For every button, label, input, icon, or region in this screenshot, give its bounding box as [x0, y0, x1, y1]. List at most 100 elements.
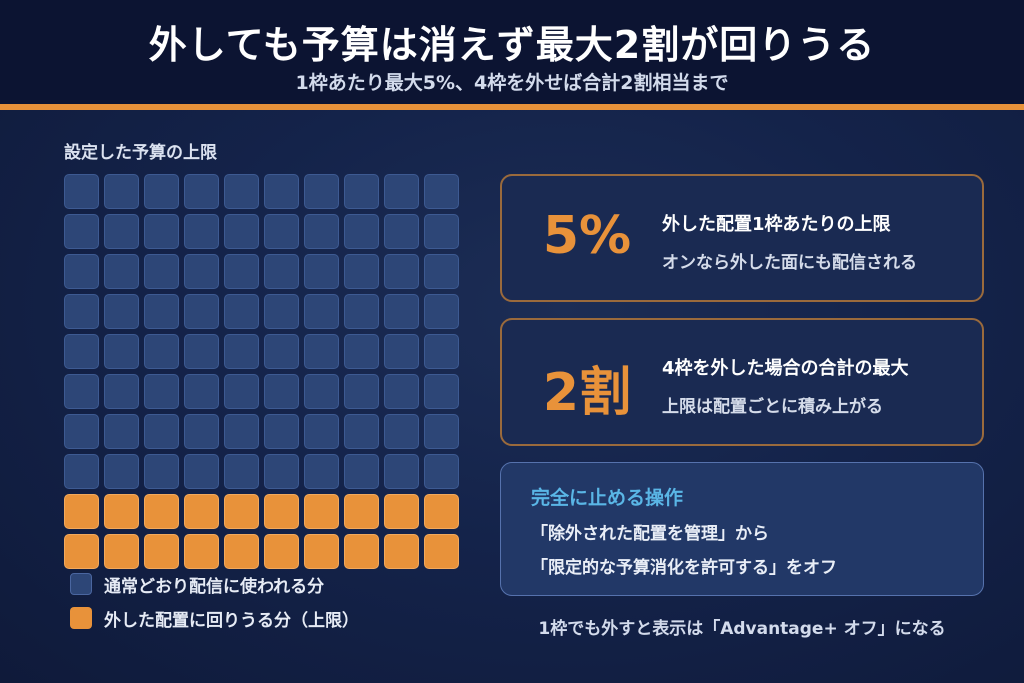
budget-cell-regular [64, 414, 99, 449]
budget-cell-regular [144, 294, 179, 329]
budget-cell-regular [104, 454, 139, 489]
stat-description: 4枠を外した場合の合計の最大 [662, 358, 909, 379]
budget-cell-regular [224, 254, 259, 289]
budget-cell-excluded [144, 494, 179, 529]
budget-cell-regular [264, 414, 299, 449]
action-card: 完全に止める操作 「除外された配置を管理」から 「限定的な予算消化を許可する」を… [500, 462, 984, 596]
budget-cell-regular [344, 254, 379, 289]
budget-cell-excluded [64, 534, 99, 569]
budget-cell-regular [104, 334, 139, 369]
budget-cell-regular [224, 214, 259, 249]
budget-cell-regular [304, 174, 339, 209]
budget-cell-regular [64, 254, 99, 289]
footer-note: 1枠でも外すと表示は「Advantage+ オフ」になる [538, 619, 946, 639]
budget-cell-regular [424, 374, 459, 409]
header-divider [0, 104, 1024, 110]
budget-cell-regular [304, 414, 339, 449]
budget-cell-regular [224, 334, 259, 369]
action-title: 完全に止める操作 [531, 487, 684, 509]
budget-cell-regular [384, 174, 419, 209]
budget-cell-regular [184, 414, 219, 449]
budget-cell-regular [344, 294, 379, 329]
legend-item-excluded: 外した配置に回りうる分（上限） [70, 606, 359, 631]
budget-cell-excluded [184, 494, 219, 529]
stat-value: 5% [542, 206, 632, 266]
budget-cell-regular [424, 294, 459, 329]
budget-cell-excluded [424, 494, 459, 529]
budget-cell-regular [344, 374, 379, 409]
budget-cell-regular [264, 334, 299, 369]
budget-cell-regular [144, 414, 179, 449]
budget-cell-regular [384, 254, 419, 289]
budget-cell-regular [224, 414, 259, 449]
budget-cell-regular [184, 374, 219, 409]
budget-cell-regular [344, 454, 379, 489]
budget-cell-regular [224, 454, 259, 489]
budget-cell-excluded [224, 534, 259, 569]
budget-cell-regular [104, 174, 139, 209]
budget-cell-regular [304, 454, 339, 489]
budget-cell-excluded [64, 494, 99, 529]
budget-cell-excluded [104, 534, 139, 569]
budget-cell-regular [224, 374, 259, 409]
budget-cell-regular [344, 334, 379, 369]
budget-cell-regular [224, 294, 259, 329]
budget-cell-excluded [304, 534, 339, 569]
budget-cell-regular [384, 374, 419, 409]
legend-item-regular: 通常どおり配信に使われる分 [70, 572, 359, 597]
budget-cell-regular [264, 294, 299, 329]
budget-cell-regular [104, 414, 139, 449]
budget-cell-regular [424, 334, 459, 369]
budget-cell-excluded [384, 494, 419, 529]
budget-cell-regular [144, 214, 179, 249]
stat-card-total: 2割 4枠を外した場合の合計の最大 上限は配置ごとに積み上がる [500, 318, 984, 446]
budget-cell-regular [224, 174, 259, 209]
budget-cell-regular [184, 334, 219, 369]
excluded-swatch-icon [70, 607, 92, 629]
stat-detail: オンなら外した面にも配信される [662, 253, 917, 273]
budget-cell-regular [264, 374, 299, 409]
budget-cell-regular [64, 334, 99, 369]
budget-grid-label: 設定した予算の上限 [64, 143, 217, 163]
budget-cell-regular [104, 254, 139, 289]
budget-cell-regular [104, 374, 139, 409]
budget-cell-regular [264, 254, 299, 289]
budget-grid [64, 174, 459, 569]
budget-cell-regular [424, 414, 459, 449]
budget-cell-regular [184, 294, 219, 329]
stat-value: 2割 [542, 363, 632, 423]
budget-cell-regular [344, 174, 379, 209]
budget-cell-regular [64, 174, 99, 209]
budget-cell-regular [64, 214, 99, 249]
budget-cell-regular [104, 294, 139, 329]
stat-detail: 上限は配置ごとに積み上がる [662, 397, 883, 417]
stat-card-per-slot: 5% 外した配置1枠あたりの上限 オンなら外した面にも配信される [500, 174, 984, 302]
budget-cell-excluded [264, 534, 299, 569]
budget-cell-regular [144, 254, 179, 289]
legend-regular-label: 通常どおり配信に使われる分 [104, 576, 325, 597]
budget-cell-regular [424, 174, 459, 209]
budget-cell-regular [184, 254, 219, 289]
budget-cell-regular [384, 214, 419, 249]
budget-cell-regular [304, 254, 339, 289]
budget-cell-regular [384, 334, 419, 369]
budget-cell-regular [384, 454, 419, 489]
budget-cell-excluded [424, 534, 459, 569]
budget-cell-regular [384, 414, 419, 449]
budget-cell-regular [144, 454, 179, 489]
budget-cell-excluded [384, 534, 419, 569]
budget-cell-regular [424, 214, 459, 249]
budget-cell-regular [384, 294, 419, 329]
budget-cell-regular [264, 454, 299, 489]
budget-cell-regular [424, 254, 459, 289]
stat-description: 外した配置1枠あたりの上限 [662, 214, 891, 235]
budget-cell-regular [344, 214, 379, 249]
budget-cell-regular [304, 374, 339, 409]
budget-cell-regular [104, 214, 139, 249]
regular-swatch-icon [70, 573, 92, 595]
action-step-1: 「除外された配置を管理」から [531, 524, 769, 544]
budget-cell-regular [304, 294, 339, 329]
budget-cell-regular [144, 374, 179, 409]
budget-cell-regular [184, 214, 219, 249]
action-step-2: 「限定的な予算消化を許可する」をオフ [531, 558, 837, 578]
